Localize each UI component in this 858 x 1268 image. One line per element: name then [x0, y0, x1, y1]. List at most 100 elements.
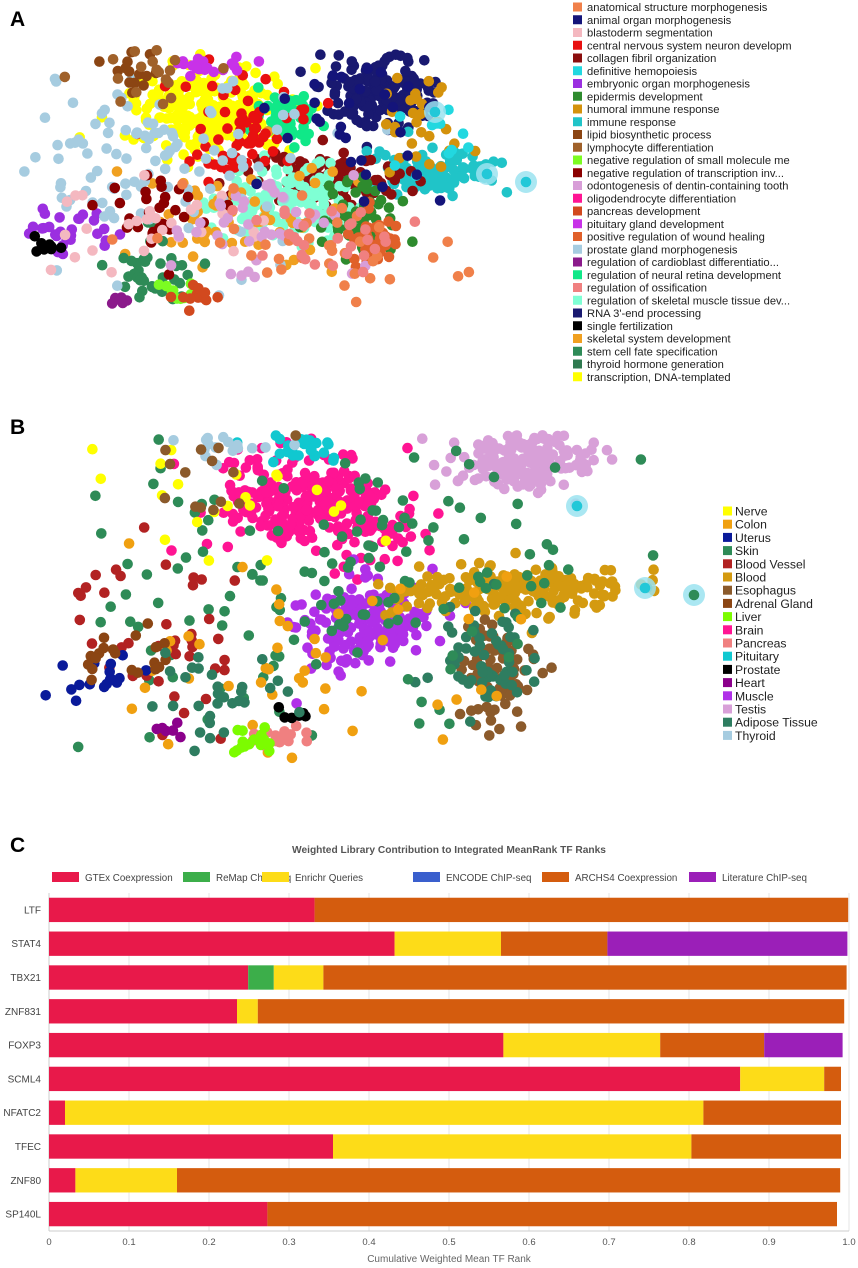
scatter-a-point [282, 132, 293, 144]
scatter-a-point [243, 236, 255, 247]
scatter-a-point [266, 116, 277, 127]
x-tick-label: 0.8 [682, 1237, 695, 1248]
legend-a-swatch [573, 168, 582, 178]
scatter-b-point [499, 602, 510, 614]
scatter-b-point [310, 659, 322, 670]
legend-a-swatch [573, 53, 582, 63]
scatter-b-point [166, 545, 177, 556]
scatter-a-point [192, 149, 203, 160]
bar-segment [49, 1134, 333, 1159]
category-label: FOXP3 [8, 1041, 41, 1052]
scatter-a-point [61, 196, 73, 207]
scatter-b-point [338, 465, 350, 477]
scatter-b-point [227, 516, 239, 527]
scatter-a-point [433, 87, 444, 98]
scatter-a-point [228, 183, 239, 194]
scatter-b-point [444, 573, 455, 584]
scatter-b-point [159, 534, 171, 546]
scatter-a-point [167, 131, 179, 142]
scatter-b-point [309, 606, 320, 618]
scatter-a-point [245, 185, 256, 197]
scatter-a-point [206, 107, 217, 119]
scatter-b-point [341, 654, 353, 665]
scatter-b-point [503, 652, 515, 663]
scatter-a-point [176, 260, 188, 271]
scatter-b-point [96, 528, 107, 539]
scatter-b-point [598, 589, 610, 601]
scatter-b-point [447, 650, 459, 661]
legend-a-label: embryonic organ morphogenesis [587, 79, 750, 91]
scatter-b-point [384, 656, 396, 667]
scatter-b-point [497, 644, 509, 655]
scatter-a-point [356, 155, 367, 166]
scatter-a-point [129, 46, 141, 57]
legend-a-label: central nervous system neuron developm [587, 40, 792, 52]
legend-a-swatch [573, 155, 582, 165]
scatter-a-point [249, 196, 261, 207]
scatter-b-point [407, 518, 418, 529]
scatter-a-point [54, 212, 65, 223]
scatter-b-point [401, 601, 413, 612]
scatter-b-point [511, 706, 523, 717]
scatter-a-point [131, 86, 142, 98]
scatter-b-point [473, 557, 485, 569]
scatter-b-point [473, 571, 484, 583]
scatter-a-point [271, 124, 283, 136]
scatter-a-point [81, 223, 92, 234]
scatter-a-point [229, 162, 240, 173]
scatter-a-point [226, 147, 238, 159]
scatter-a-point [410, 151, 422, 162]
scatter-b-point [372, 477, 384, 488]
scatter-b-point [306, 532, 318, 543]
scatter-b-point [525, 479, 537, 491]
scatter-a-point [247, 130, 259, 141]
scatter-a-point [104, 117, 115, 129]
scatter-a-point [375, 67, 387, 78]
scatter-a-point [448, 164, 459, 176]
chart-legend-label: Enrichr Queries [295, 873, 363, 884]
scatter-b-point [299, 616, 311, 627]
scatter-a-point [308, 190, 320, 201]
scatter-b-point [486, 593, 498, 604]
category-label: LTF [24, 905, 41, 916]
scatter-a-point [178, 211, 190, 223]
scatter-a-point [327, 166, 339, 177]
scatter-b-point [605, 565, 617, 576]
scatter-b-point [571, 444, 583, 456]
scatter-a-point [184, 293, 196, 304]
scatter-a-point [424, 169, 435, 181]
scatter-a-point [238, 196, 250, 207]
scatter-a-point [90, 118, 101, 130]
scatter-a-point [111, 148, 122, 160]
scatter-a-point [373, 198, 384, 210]
scatter-a-point [260, 239, 271, 250]
scatter-a-point [187, 251, 199, 262]
scatter-a-point [87, 245, 98, 256]
scatter-a-point [466, 163, 478, 174]
scatter-a-point [138, 245, 150, 257]
scatter-a-point [298, 240, 310, 251]
category-label: NFATC2 [3, 1108, 41, 1119]
scatter-a-point [151, 45, 162, 56]
panel-b-label: B [10, 416, 26, 439]
legend-a-label: definitive hemopoiesis [587, 66, 697, 78]
scatter-b-point [180, 552, 192, 563]
scatter-b-point [355, 514, 366, 525]
scatter-a-point [59, 71, 71, 83]
scatter-a-point [234, 116, 245, 128]
bar-segment [691, 1134, 841, 1159]
scatter-a-point [427, 142, 438, 154]
legend-a-label: skeletal system development [587, 334, 732, 346]
legend-a-label: negative regulation of small molecule me [587, 155, 790, 167]
scatter-a-point [345, 156, 357, 168]
scatter-b-point [346, 583, 357, 595]
scatter-b-point [310, 545, 322, 557]
scatter-a-point [199, 258, 211, 270]
category-label: ZNF831 [5, 1007, 42, 1018]
scatter-b-point [363, 540, 374, 551]
scatter-b-point [363, 655, 375, 666]
panel-c-label: C [10, 834, 26, 857]
scatter-b-point [579, 458, 590, 470]
scatter-a-point [386, 189, 397, 200]
scatter-b-point [244, 525, 256, 536]
